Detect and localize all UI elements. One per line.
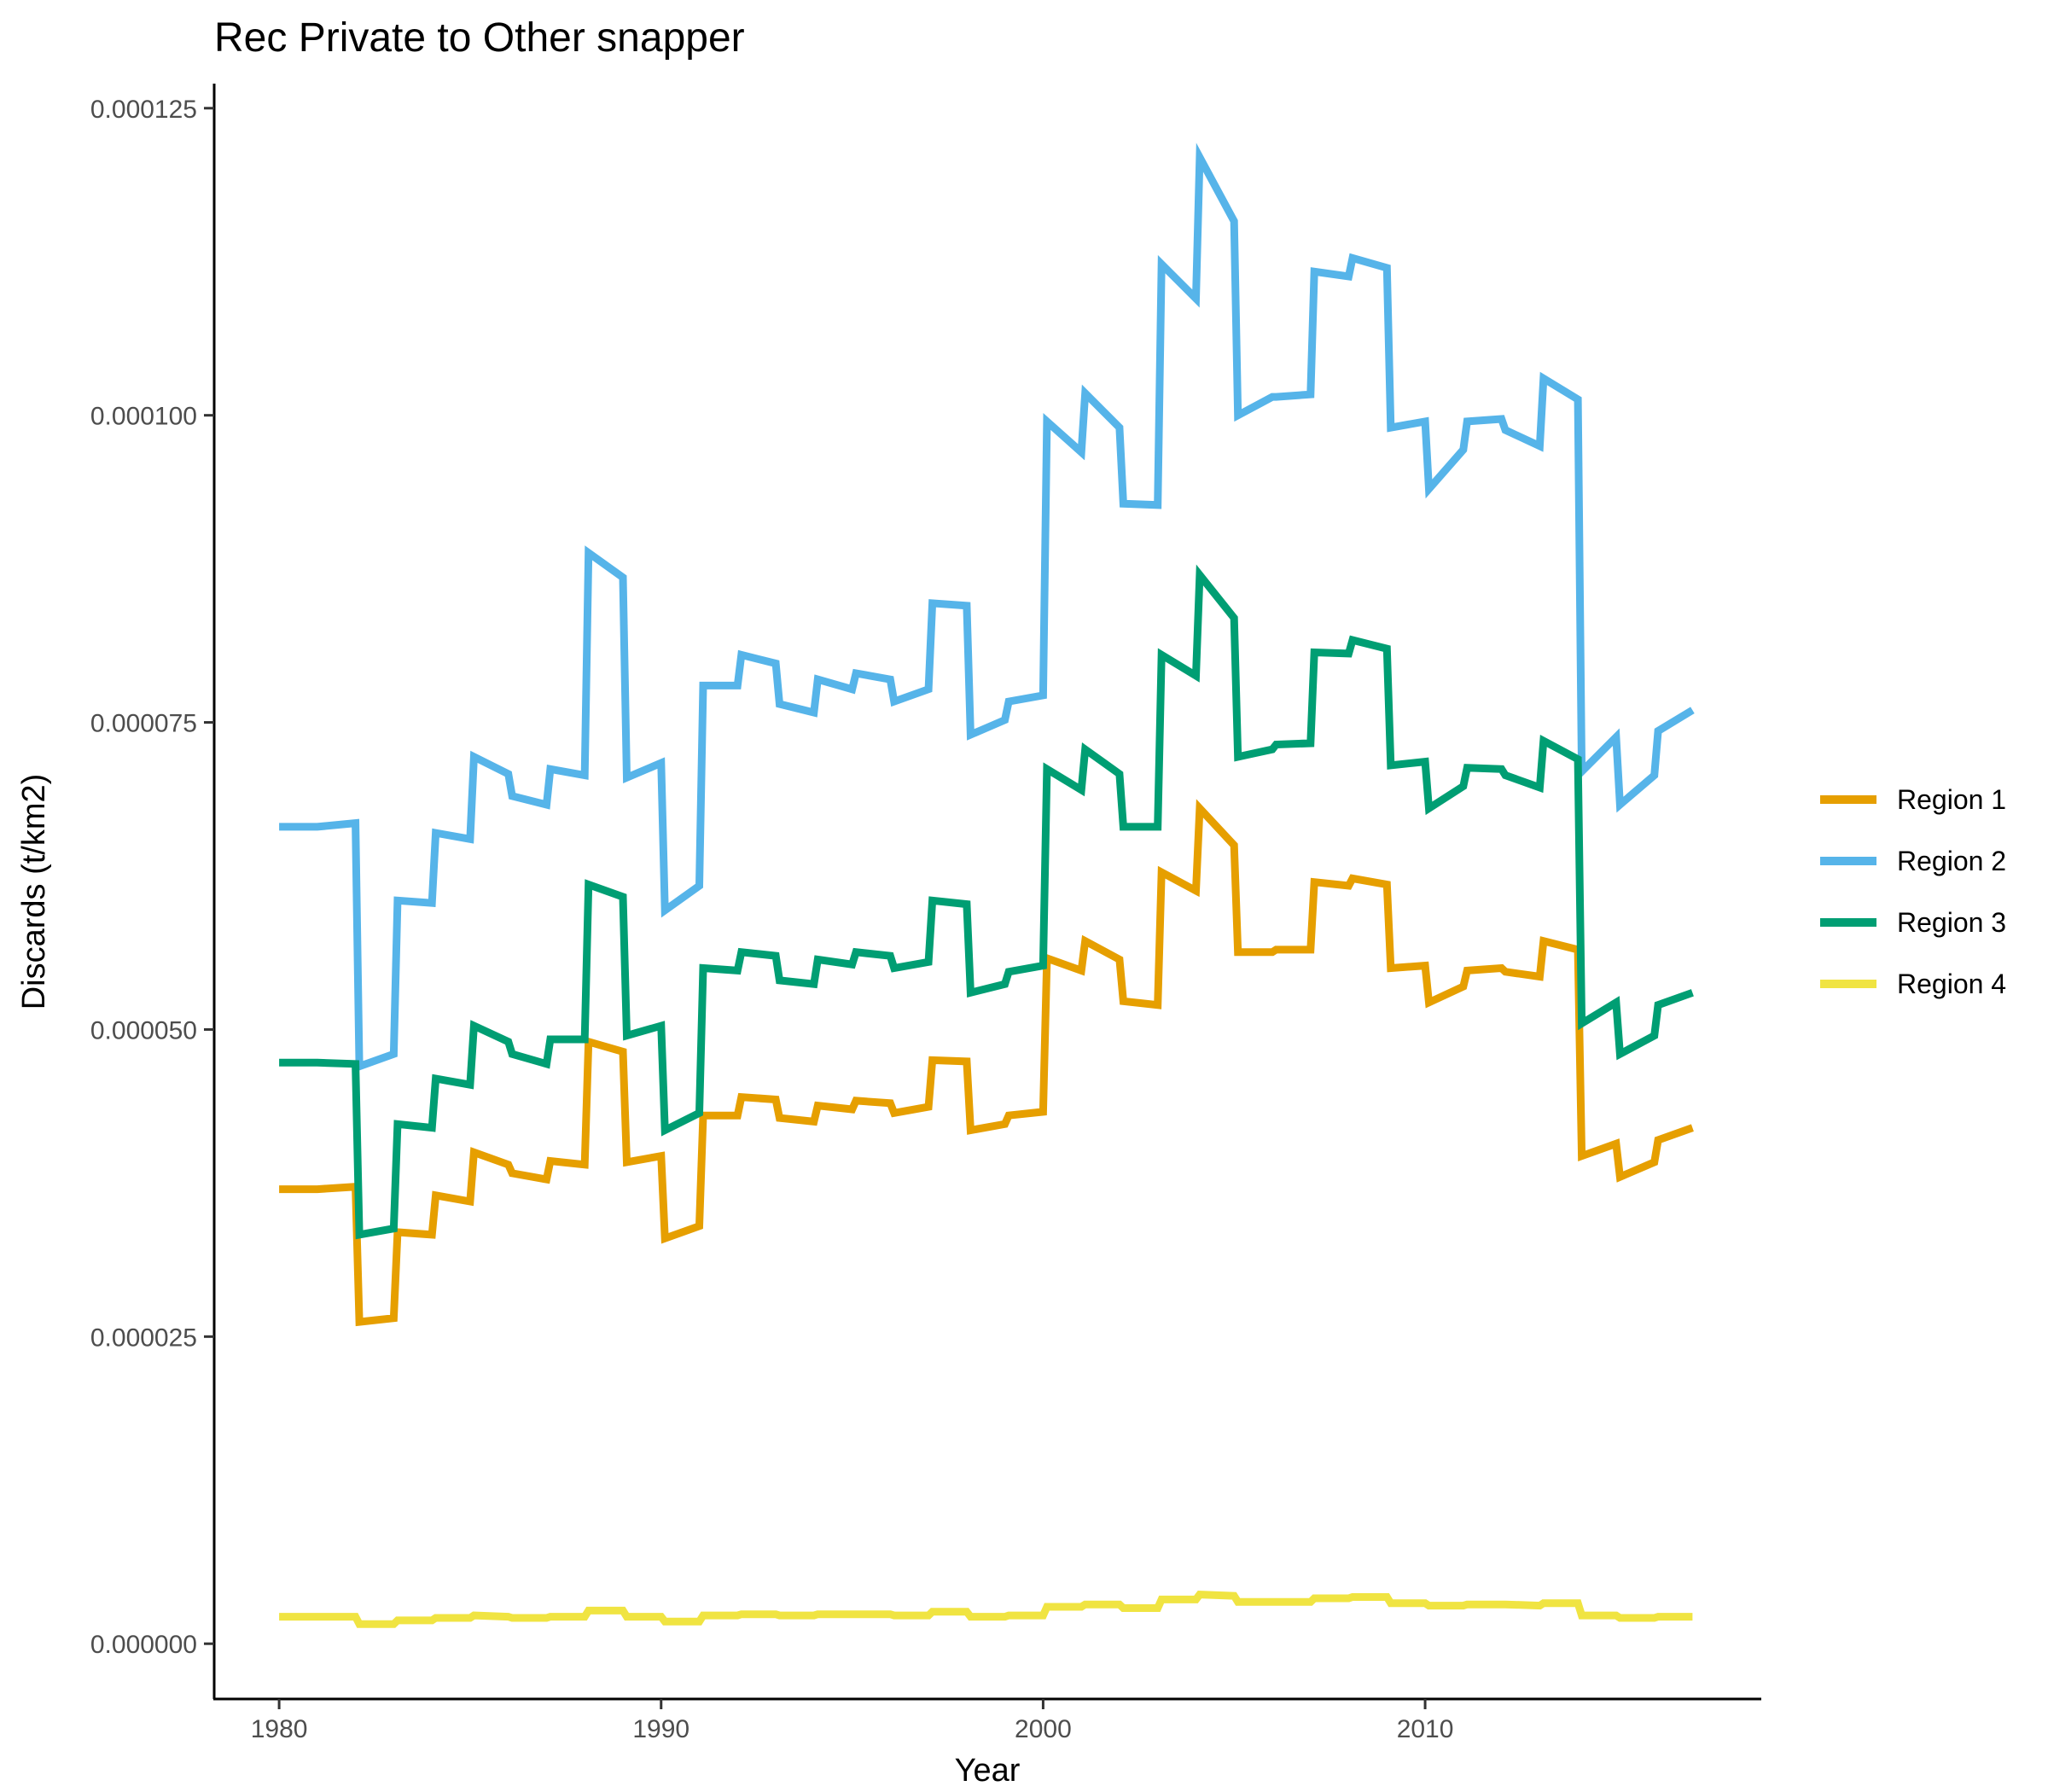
x-tick-label: 1980 [251,1715,308,1743]
x-tick-label: 2000 [1015,1715,1072,1743]
y-tick-label: 0.000050 [90,1016,197,1044]
y-ticks: 0.000000 0.000025 0.000050 0.000075 0.000100… [90,96,214,1659]
series-line-region-2 [279,143,1695,1072]
series-line-region-4 [279,1591,1693,1628]
y-axis-title: Discards (t/km2) [16,774,52,1010]
axes: 0.000000 0.000025 0.000050 0.000075 0.000100… [90,84,1761,1743]
y-tick-label: 0.000025 [90,1324,197,1352]
chart-title: Rec Private to Other snapper [214,15,745,61]
y-tick-label: 0.000125 [90,96,197,124]
legend: Region 1 Region 2 Region 3 Region 4 [1820,784,2006,999]
x-tick-label: 1990 [632,1715,689,1743]
y-tick-label: 0.000100 [90,403,197,431]
series-line-region-1 [279,799,1694,1327]
legend-label-region-4: Region 4 [1897,969,2006,999]
series-line-region-3 [279,564,1694,1240]
y-tick-label: 0.000075 [90,710,197,738]
series-layer [279,143,1695,1628]
legend-label-region-2: Region 2 [1897,846,2006,876]
x-tick-label: 2010 [1397,1715,1454,1743]
legend-label-region-1: Region 1 [1897,784,2006,815]
legend-label-region-3: Region 3 [1897,907,2006,938]
y-tick-label: 0.000000 [90,1631,197,1659]
x-axis-title: Year [955,1753,1021,1789]
x-ticks: 1980 1990 2000 2010 [251,1699,1454,1743]
